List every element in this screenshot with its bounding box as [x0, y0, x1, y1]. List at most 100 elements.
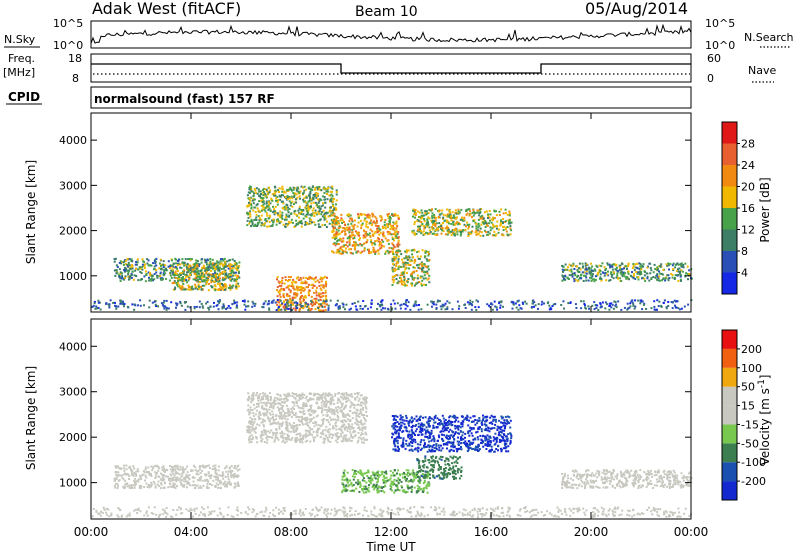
power-cell: [290, 300, 293, 303]
power-cell: [426, 218, 429, 221]
power-cell: [600, 277, 603, 280]
power-cell: [122, 300, 124, 303]
power-cell: [656, 269, 659, 272]
velocity-cell: [246, 425, 249, 428]
velocity-cell: [304, 417, 307, 420]
velocity-cell: [337, 416, 340, 419]
power-cell: [397, 249, 400, 252]
power-cell: [304, 304, 307, 307]
power-cell: [660, 263, 663, 266]
velocity-cell: [326, 411, 329, 414]
power-cell: [644, 279, 647, 282]
power-cell: [171, 282, 174, 285]
power-cell: [376, 225, 379, 228]
power-cell: [679, 278, 682, 281]
power-cell: [484, 226, 487, 228]
power-cell: [380, 219, 382, 222]
power-cell: [382, 227, 384, 230]
velocity-cell: [321, 396, 324, 399]
power-cell: [324, 309, 327, 312]
velocity-cell: [364, 403, 367, 406]
power-cell: [561, 279, 564, 282]
power-cell: [591, 273, 594, 276]
velocity-cell: [323, 402, 326, 405]
power-cell: [286, 195, 289, 197]
power-cell: [198, 275, 201, 278]
power-cell: [413, 213, 416, 216]
power-cell: [262, 306, 265, 309]
power-cell: [263, 208, 266, 211]
power-cell: [307, 209, 310, 212]
power-cell: [300, 219, 303, 222]
power-cell: [316, 198, 319, 201]
power-cell: [300, 222, 302, 224]
velocity-cell: [314, 422, 317, 425]
power-cell: [405, 284, 408, 287]
power-cell: [561, 274, 564, 277]
velocity-cell: [162, 473, 165, 476]
velocity-cell: [122, 485, 125, 488]
power-cell: [610, 272, 613, 275]
power-cell: [446, 225, 448, 228]
power-cell: [254, 225, 257, 227]
power-cell: [388, 247, 391, 249]
power-cell: [335, 228, 338, 231]
velocity-cell: [150, 485, 153, 488]
power-cell: [360, 244, 363, 246]
power-cell: [298, 288, 301, 291]
power-cell: [383, 221, 386, 224]
power-cell: [343, 221, 345, 223]
power-cell: [563, 277, 566, 280]
velocity-cell: [279, 398, 282, 401]
velocity-cell: [305, 395, 308, 398]
power-cell: [564, 268, 567, 271]
power-cell: [428, 281, 431, 284]
power-cell: [219, 263, 222, 266]
velocity-cell: [199, 465, 201, 468]
power-cell: [306, 210, 309, 213]
power-cell: [590, 279, 593, 282]
power-cell: [268, 302, 270, 305]
power-cell: [307, 305, 310, 308]
power-cell: [146, 258, 149, 261]
velocity-cell: [334, 418, 337, 421]
power-cell: [223, 257, 226, 260]
power-cell: [342, 226, 345, 229]
power-cell: [392, 228, 395, 230]
power-cell: [426, 259, 429, 262]
velocity-cell: [204, 466, 207, 469]
power-cell: [174, 265, 177, 268]
velocity-cell: [283, 412, 286, 414]
power-cell: [323, 186, 326, 189]
power-cell: [295, 193, 298, 196]
power-cell: [304, 305, 307, 308]
power-cell: [672, 269, 675, 272]
velocity-cell: [268, 408, 271, 411]
mhz-label: [MHz]: [3, 66, 35, 79]
power-cell: [676, 262, 679, 265]
power-cell: [605, 267, 607, 270]
velocity-cell: [259, 434, 262, 437]
power-cell: [403, 277, 406, 280]
power-cell: [414, 300, 417, 303]
velocity-cell: [213, 468, 216, 471]
power-cell: [653, 300, 656, 303]
power-cell: [174, 276, 177, 279]
power-cell: [395, 249, 398, 252]
velocity-cell: [342, 423, 345, 426]
power-cell: [212, 262, 214, 265]
velocity-cell: [175, 470, 178, 473]
power-cell: [175, 306, 177, 309]
power-cell: [440, 225, 443, 227]
power-cell: [157, 305, 159, 308]
velocity-cell: [305, 402, 308, 405]
power-cell: [438, 209, 441, 212]
power-cell: [329, 199, 332, 202]
velocity-cell: [264, 395, 267, 398]
power-cell: [236, 268, 239, 271]
power-cell: [426, 212, 429, 215]
power-cell: [667, 277, 670, 280]
velocity-cell: [246, 431, 249, 434]
power-cell: [452, 216, 455, 219]
power-cell: [258, 190, 261, 193]
